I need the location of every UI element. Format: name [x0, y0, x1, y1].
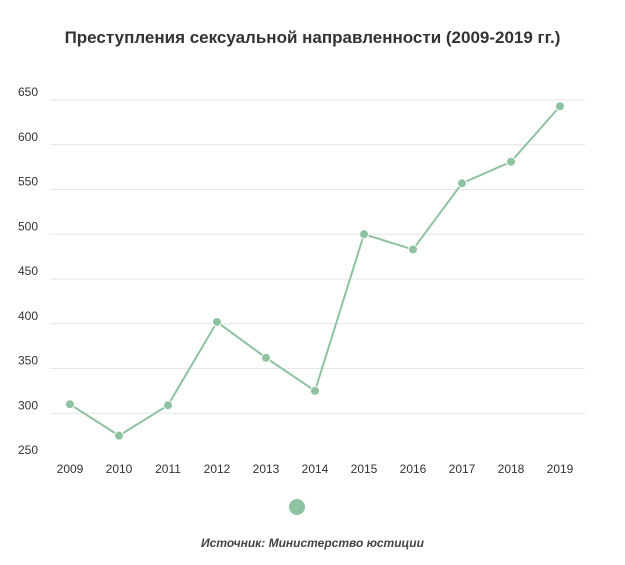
x-tick-label: 2010	[106, 462, 133, 476]
y-tick-label: 400	[18, 309, 38, 323]
data-point[interactable]	[311, 386, 320, 395]
y-tick-label: 450	[18, 264, 38, 278]
x-axis-ticks: 2009 2010 2011 2012 2013 2014 2015 2016 2017 2018…	[57, 462, 574, 476]
data-point[interactable]	[213, 317, 222, 326]
x-tick-label: 2017	[449, 462, 476, 476]
series-points	[66, 102, 565, 440]
x-tick-label: 2015	[351, 462, 378, 476]
gridlines	[50, 100, 585, 413]
x-tick-label: 2014	[302, 462, 329, 476]
data-point[interactable]	[409, 245, 418, 254]
x-tick-label: 2011	[155, 462, 181, 476]
y-axis-ticks: 650 600 550 500 450 400 350 300 250	[18, 85, 38, 457]
data-point[interactable]	[262, 353, 271, 362]
x-tick-label: 2009	[57, 462, 84, 476]
y-tick-label: 500	[18, 219, 38, 233]
x-tick-label: 2013	[253, 462, 280, 476]
y-tick-label: 350	[18, 354, 38, 368]
data-point[interactable]	[164, 401, 173, 410]
data-point[interactable]	[458, 179, 467, 188]
source-note: Источник: Министерство юстиции	[0, 536, 625, 550]
data-point[interactable]	[115, 431, 124, 440]
x-tick-label: 2012	[204, 462, 231, 476]
x-tick-label: 2016	[400, 462, 427, 476]
y-tick-label: 550	[18, 175, 38, 189]
data-point[interactable]	[507, 157, 516, 166]
y-tick-label: 650	[18, 85, 38, 99]
x-tick-label: 2018	[498, 462, 525, 476]
y-tick-label: 300	[18, 398, 38, 412]
data-point[interactable]	[360, 230, 369, 239]
y-tick-label: 250	[18, 443, 38, 457]
x-tick-label: 2019	[547, 462, 574, 476]
data-point[interactable]	[66, 400, 75, 409]
legend-marker[interactable]	[289, 499, 305, 515]
data-point[interactable]	[556, 102, 565, 111]
y-tick-label: 600	[18, 130, 38, 144]
